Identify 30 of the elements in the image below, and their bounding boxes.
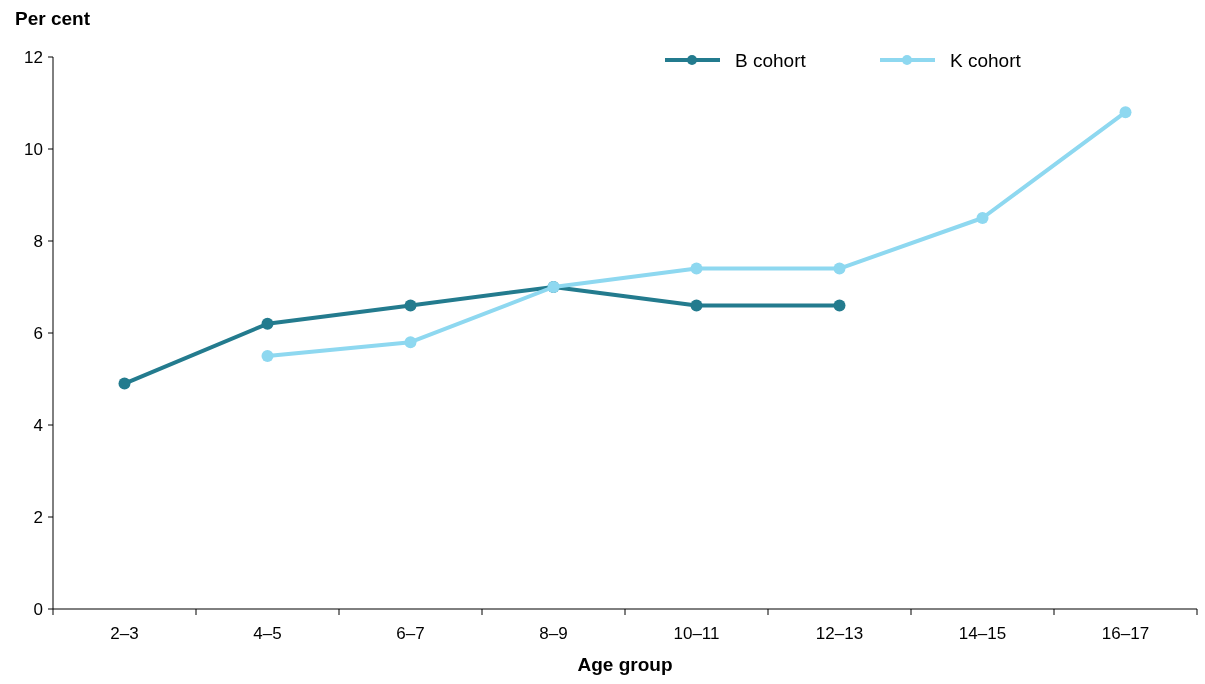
point <box>976 212 989 224</box>
x-tick-label: 2–3 <box>110 624 139 643</box>
x-tick-label: 16–17 <box>1101 624 1150 643</box>
point <box>261 350 274 362</box>
x-axis-title: Age group <box>577 654 673 675</box>
legend-label: K cohort <box>950 49 1022 71</box>
y-tick-label: 6 <box>33 323 43 343</box>
y-axis-title: Per cent <box>15 8 91 29</box>
y-tick-label: 4 <box>33 415 43 435</box>
x-tick-label: 6–7 <box>396 624 425 643</box>
legend-label: B cohort <box>735 49 807 71</box>
y-tick-label: 12 <box>24 47 43 67</box>
point <box>1119 106 1132 119</box>
y-tick-label: 0 <box>33 599 43 619</box>
x-tick-label: 12–13 <box>815 624 864 643</box>
point <box>690 299 703 312</box>
point <box>833 299 846 312</box>
point <box>404 336 417 349</box>
x-tick-label: 4–5 <box>253 624 282 643</box>
x-tick-label: 10–11 <box>673 624 720 643</box>
point <box>690 262 703 275</box>
point <box>404 299 417 312</box>
y-tick-label: 2 <box>33 507 43 527</box>
point <box>118 377 131 390</box>
y-tick-label: 10 <box>24 139 43 159</box>
point <box>833 262 846 275</box>
x-tick-label: 14–15 <box>958 624 1007 643</box>
x-tick-label: 8–9 <box>539 624 568 643</box>
y-tick-label: 8 <box>33 231 43 251</box>
point <box>261 317 274 330</box>
